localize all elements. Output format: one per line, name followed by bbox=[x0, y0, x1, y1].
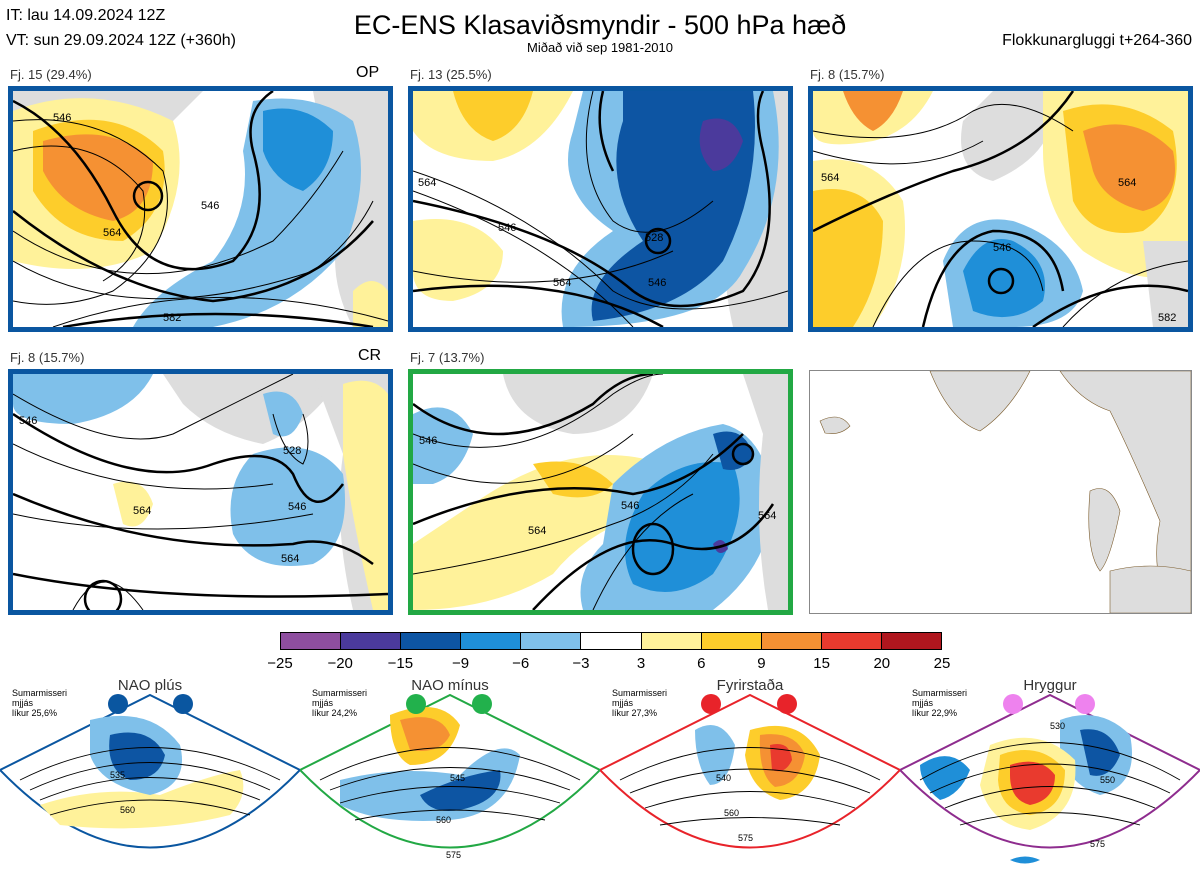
colorbar-tick-label: −20 bbox=[327, 655, 353, 672]
contour-label: 546 bbox=[993, 242, 1011, 254]
colorbar-segment bbox=[461, 633, 522, 649]
regime-nao-plus: NAO plús Sumarmisseri mjjás líkur 25,6% … bbox=[0, 675, 300, 871]
colorbar-segment bbox=[581, 633, 642, 649]
contour-label: 564 bbox=[1118, 177, 1136, 189]
colorbar bbox=[280, 632, 942, 650]
regime-dot-right bbox=[777, 694, 797, 714]
colorbar-tick-label: 15 bbox=[813, 655, 830, 672]
contour-label: 546 bbox=[288, 501, 306, 513]
colorbar-segment bbox=[341, 633, 402, 649]
regime-dot-right bbox=[173, 694, 193, 714]
page-title: EC-ENS Klasaviðsmyndir - 500 hPa hæð bbox=[353, 10, 847, 40]
regime-probability: Sumarmisseri mjjás líkur 27,3% bbox=[612, 688, 668, 718]
panel-4-label: Fj. 8 (15.7%) bbox=[10, 350, 85, 365]
initial-time: IT: lau 14.09.2024 12Z bbox=[6, 7, 166, 24]
contour-label: 546 bbox=[621, 500, 639, 512]
colorbar-segment bbox=[821, 633, 882, 649]
panel-3-label: Fj. 8 (15.7%) bbox=[810, 67, 885, 82]
regime-probability: Sumarmisseri mjjás líkur 25,6% bbox=[12, 688, 68, 718]
contour-label: 564 bbox=[418, 177, 436, 189]
colorbar-segment bbox=[281, 633, 342, 649]
regime-name: NAO mínus bbox=[411, 677, 489, 694]
contour-label: 564 bbox=[821, 172, 839, 184]
regime-dot-left bbox=[108, 694, 128, 714]
contour-label: 582 bbox=[163, 312, 181, 324]
contour-label: 582 bbox=[1158, 312, 1176, 324]
panel-1-tag: OP bbox=[356, 64, 380, 81]
panel-2-label: Fj. 13 (25.5%) bbox=[410, 67, 492, 82]
regime-dot-left bbox=[1003, 694, 1023, 714]
colorbar-segment bbox=[701, 633, 762, 649]
colorbar-tick-label: 25 bbox=[933, 655, 951, 672]
page-subtitle: Miðað við sep 1981-2010 bbox=[527, 40, 673, 55]
colorbar-segment bbox=[881, 633, 942, 649]
panel-5-label: Fj. 7 (13.7%) bbox=[410, 350, 485, 365]
contour-label: 564 bbox=[281, 553, 299, 565]
colorbar-tick-label: 3 bbox=[636, 655, 646, 672]
regime-dot-right bbox=[472, 694, 492, 714]
valid-time: VT: sun 29.09.2024 12Z (+360h) bbox=[6, 32, 236, 49]
regime-name: Fyrirstaða bbox=[716, 677, 784, 694]
contour-label: 546 bbox=[19, 415, 37, 427]
contour-label: 564 bbox=[758, 510, 776, 522]
cluster-map-4: 546 564 528 546 564 bbox=[8, 369, 393, 615]
contour-label: 564 bbox=[528, 525, 546, 537]
colorbar-tick-label: −6 bbox=[512, 655, 530, 672]
colorbar-segment bbox=[761, 633, 822, 649]
contour-label: 546 bbox=[201, 200, 219, 212]
panel-1-label: Fj. 15 (29.4%) bbox=[10, 67, 92, 82]
colorbar-segment bbox=[401, 633, 462, 649]
colorbar-tick-label: −15 bbox=[387, 655, 414, 672]
regime-blocking: Fyrirstaða Sumarmisseri mjjás líkur 27,3… bbox=[600, 675, 900, 871]
colorbar-tick-label: 20 bbox=[873, 655, 891, 672]
contour-label: 546 bbox=[498, 222, 516, 234]
regime-nao-minus: NAO mínus Sumarmisseri mjjás líkur 24,2%… bbox=[300, 675, 600, 871]
cluster-map-5: 546 564 546 564 bbox=[408, 369, 793, 615]
contour-label: 564 bbox=[553, 277, 571, 289]
colorbar-tick-label: −3 bbox=[572, 655, 590, 672]
regime-name: Hryggur bbox=[1023, 677, 1077, 694]
contour-label: 528 bbox=[645, 232, 663, 244]
empty-map bbox=[809, 370, 1192, 614]
panel-4-tag: CR bbox=[358, 347, 382, 364]
contour-label: 546 bbox=[648, 277, 666, 289]
classification-window: Flokkunargluggi t+264-360 bbox=[1002, 32, 1192, 49]
contour-label: 546 bbox=[419, 435, 437, 447]
colorbar-tick-label: −25 bbox=[267, 655, 293, 672]
colorbar-tick-label: −9 bbox=[451, 655, 470, 672]
regime-dot-left bbox=[701, 694, 721, 714]
contour-label: 564 bbox=[103, 227, 121, 239]
contour-label: 564 bbox=[133, 505, 151, 517]
colorbar-segment bbox=[521, 633, 582, 649]
colorbar-tick-label: 9 bbox=[757, 655, 766, 672]
regime-name: NAO plús bbox=[117, 677, 183, 694]
regime-ridge: Hryggur Sumarmisseri mjjás líkur 22,9% 5… bbox=[900, 675, 1200, 871]
colorbar-tick-label: 6 bbox=[697, 655, 706, 672]
regime-probability: Sumarmisseri mjjás líkur 22,9% bbox=[912, 688, 968, 718]
cluster-map-1: 546 564 582 546 bbox=[8, 86, 393, 332]
contour-label: 528 bbox=[283, 445, 301, 457]
regime-probability: Sumarmisseri mjjás líkur 24,2% bbox=[312, 688, 368, 718]
regime-dot-right bbox=[1075, 694, 1095, 714]
cluster-map-2: 564 546 528 546 564 bbox=[408, 86, 793, 332]
colorbar-segment bbox=[641, 633, 702, 649]
regime-dot-left bbox=[406, 694, 426, 714]
contour-label: 546 bbox=[53, 112, 71, 124]
cluster-map-3: 564 546 564 582 bbox=[808, 86, 1193, 332]
